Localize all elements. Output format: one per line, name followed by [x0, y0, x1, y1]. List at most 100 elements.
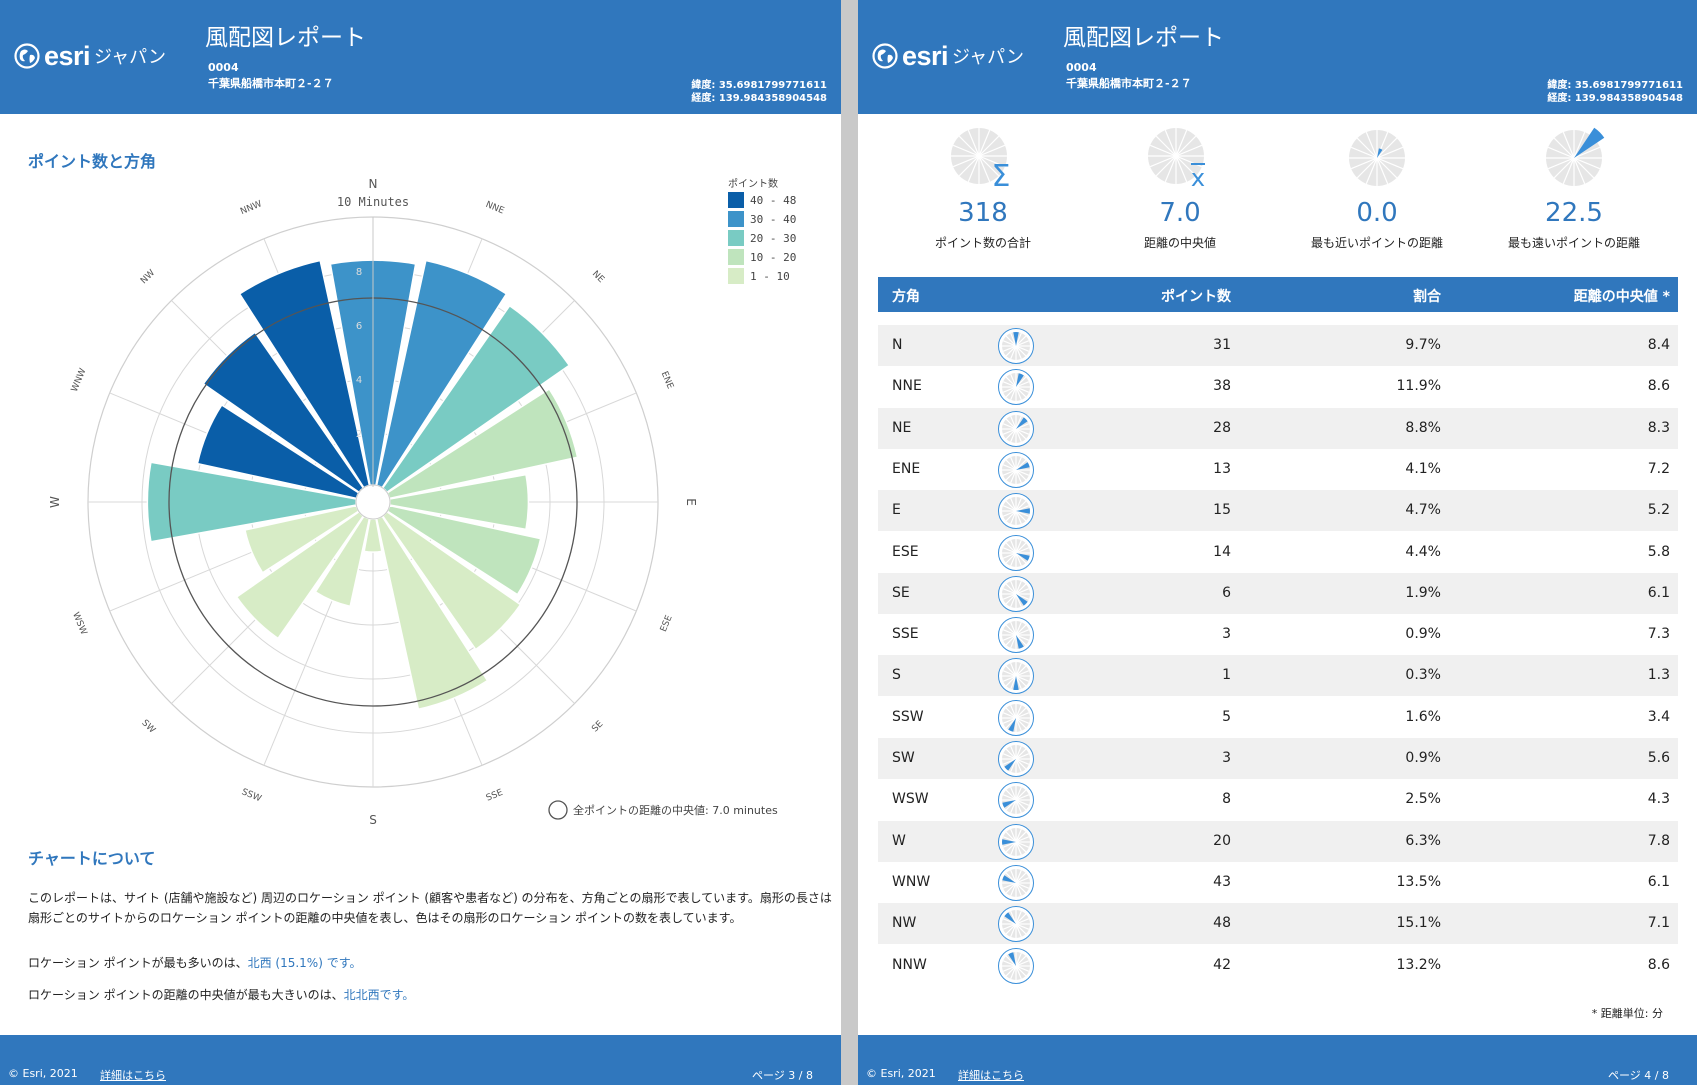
mini-rose-spoke: [1015, 387, 1022, 401]
mini-rose-spoke: [1015, 704, 1022, 718]
mini-rose-spoke: [1015, 882, 1030, 889]
mini-rose-spoke: [1005, 799, 1017, 811]
mini-rose-spoke: [1376, 157, 1404, 170]
mini-rose-spoke: [1356, 137, 1378, 159]
mini-rose-spoke: [1015, 789, 1027, 801]
direction-rose-icon: [998, 493, 1034, 530]
mini-rose-spoke: [1175, 155, 1197, 177]
mini-rose-spoke: [1010, 911, 1017, 925]
mini-rose-spoke: [1010, 828, 1017, 842]
radial-tick-label: 8: [356, 267, 362, 278]
mini-rose-spoke: [1155, 155, 1177, 177]
mini-rose-spoke: [1010, 552, 1017, 566]
mini-rose-spoke: [1005, 593, 1017, 605]
mini-rose-spoke: [1015, 340, 1030, 347]
mini-rose-highlight: [1004, 759, 1016, 771]
cell-percent: 15.1%: [1396, 915, 1441, 932]
cell-median: 4.3: [1647, 791, 1670, 808]
rose-bars: [146, 259, 579, 711]
mini-rose-highlight: [1013, 676, 1019, 691]
mini-rose-spoke: [1002, 551, 1017, 559]
header-direction: 方角: [892, 289, 920, 305]
mini-rose-spoke: [967, 155, 980, 183]
cell-percent: 4.7%: [1405, 502, 1441, 519]
report-page-3: esri ジャパン 風配図レポート 0004 千葉県船橋市本町２-２７ 緯度: …: [0, 0, 841, 1085]
direction-rose-icon: [998, 451, 1034, 488]
radial-tick-label: 4: [356, 375, 362, 386]
cell-count: 3: [1222, 626, 1231, 643]
mini-rose-spoke: [1015, 959, 1030, 967]
cell-percent: 4.1%: [1405, 460, 1441, 477]
mini-rose-spoke: [1350, 157, 1378, 170]
mini-rose-spoke: [1002, 959, 1017, 967]
direction-label-ene: ENE: [659, 370, 675, 391]
mini-rose-spoke: [1010, 593, 1017, 607]
mini-rose-spoke: [1015, 952, 1022, 966]
mini-rose-spoke: [1005, 666, 1017, 677]
details-link[interactable]: 詳細はこちら: [100, 1069, 166, 1082]
mini-rose-spoke: [1002, 835, 1017, 843]
cell-median: 8.6: [1647, 956, 1670, 973]
about-text: このレポートは、サイト (店舗や施設など) 周辺のロケーション ポイント (顧客…: [28, 888, 832, 928]
mini-rose-spoke: [1015, 552, 1022, 566]
mini-rose-spoke: [1005, 542, 1017, 553]
mini-rose-spoke: [1002, 469, 1017, 476]
direction-rose-icon: [998, 658, 1034, 695]
cell-median: 3.4: [1647, 708, 1670, 725]
direction-label-wsw: WSW: [70, 611, 88, 637]
mini-rose-spoke: [1015, 707, 1027, 719]
mini-rose-spoke: [1015, 794, 1030, 801]
mini-rose-spoke: [1010, 580, 1017, 595]
table-row: NE 28 8.8% 8.3: [878, 407, 1678, 449]
sum-rose-icon: Σ: [951, 128, 1010, 194]
mini-rose-spoke: [1010, 800, 1017, 814]
cell-direction: NNE: [892, 378, 922, 395]
mini-rose-spoke: [1015, 376, 1027, 388]
mini-rose-spoke: [1376, 146, 1404, 159]
mini-rose-spoke: [1005, 459, 1017, 471]
mini-rose-spoke: [1010, 745, 1017, 760]
mini-rose-spoke: [1015, 428, 1030, 435]
mini-rose-spoke: [1015, 498, 1022, 512]
globe-icon: [14, 43, 40, 69]
table-row: NNE 38 11.9% 8.6: [878, 366, 1678, 407]
direction-label-e: E: [684, 498, 698, 506]
mini-rose-spoke: [1015, 717, 1027, 729]
mean-rose-icon: x: [1148, 128, 1205, 192]
mini-rose-spoke: [1015, 828, 1022, 842]
site-address: 千葉県船橋市本町２-２７: [1066, 77, 1192, 90]
mini-rose-spoke: [1015, 345, 1027, 357]
mini-rose-highlight: [1016, 593, 1028, 606]
mini-rose-spoke: [978, 155, 991, 183]
mini-rose-spoke: [1015, 335, 1027, 347]
table-row: WNW 43 13.5% 6.1: [878, 862, 1678, 903]
cell-median: 5.6: [1647, 750, 1670, 766]
details-link[interactable]: 詳細はこちら: [958, 1069, 1024, 1082]
mini-rose-spoke: [1015, 918, 1030, 925]
mini-rose-spoke: [1015, 624, 1027, 636]
legend-swatch: [728, 211, 744, 227]
cell-median: 1.3: [1647, 667, 1670, 684]
direction-rose-icon: [998, 534, 1034, 571]
stat-total-points: Σ 318 ポイント数の合計: [888, 126, 1078, 251]
cell-percent: 9.7%: [1405, 337, 1441, 353]
mini-rose-highlight: [1004, 912, 1016, 925]
cell-percent: 0.3%: [1405, 667, 1441, 684]
mini-rose-spoke: [1015, 787, 1022, 801]
mini-rose-spoke: [1005, 469, 1017, 481]
mini-rose-spoke: [1002, 794, 1017, 801]
distance-unit-note: * 距離単位: 分: [1591, 1007, 1663, 1020]
direction-label-ne: NE: [590, 269, 606, 285]
mini-rose-spoke: [1005, 675, 1017, 687]
mini-rose-spoke: [1573, 157, 1601, 170]
mini-rose-spoke: [1015, 882, 1027, 894]
mini-rose-spoke: [1015, 456, 1022, 471]
cell-median: 5.8: [1647, 543, 1670, 560]
logo-subtext: ジャパン: [952, 47, 1025, 68]
mini-rose-spoke: [1005, 624, 1017, 636]
esri-japan-logo: esri ジャパン: [872, 36, 1042, 76]
max-median-prefix: ロケーション ポイントの距離の中央値が最も大きいのは、: [28, 988, 344, 1002]
globe-icon: [872, 43, 898, 69]
cell-count: 48: [1213, 915, 1231, 932]
mini-rose-highlight: [1008, 951, 1016, 966]
